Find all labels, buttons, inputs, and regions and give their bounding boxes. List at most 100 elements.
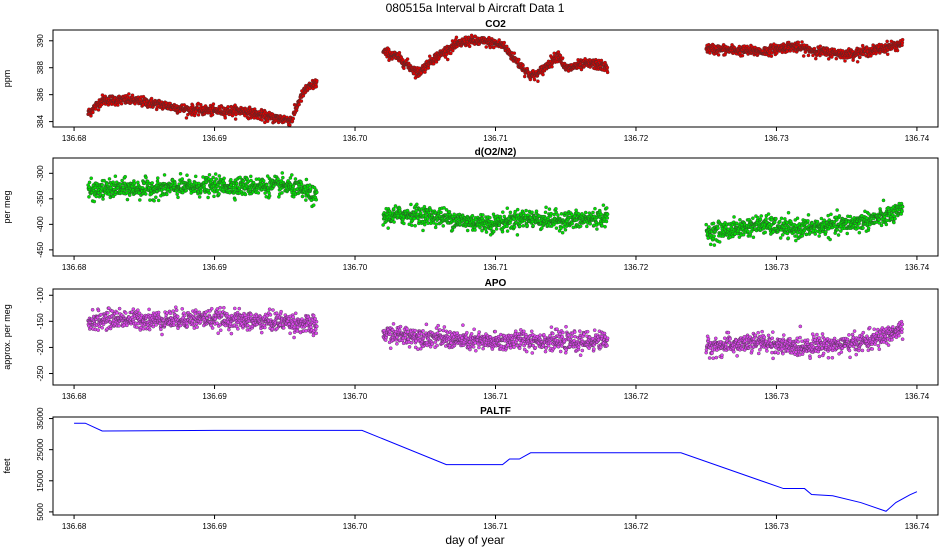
data-point-d-o2-n2 [178, 172, 183, 176]
data-point-d-o2-n2 [822, 218, 826, 222]
data-point-d-o2-n2 [87, 180, 92, 185]
data-point-d-o2-n2 [215, 188, 220, 193]
data-point-co2 [91, 110, 95, 115]
data-point-co2 [885, 39, 889, 44]
data-point-d-o2-n2 [107, 177, 112, 181]
data-point-d-o2-n2 [176, 195, 180, 200]
data-point-d-o2-n2 [835, 208, 839, 212]
data-point-d-o2-n2 [410, 223, 414, 228]
data-point-d-o2-n2 [217, 174, 222, 178]
data-point-co2 [814, 56, 818, 61]
data-point-d-o2-n2 [779, 216, 784, 221]
data-point-co2 [431, 61, 436, 66]
data-point-d-o2-n2 [543, 210, 548, 215]
data-point-co2 [843, 59, 847, 63]
x-tick-label-co2: 136.68 [62, 134, 87, 143]
data-point-d-o2-n2 [530, 210, 534, 215]
data-point-d-o2-n2 [87, 195, 91, 199]
data-point-apo [147, 327, 152, 332]
data-point-d-o2-n2 [900, 204, 905, 209]
data-point-apo [117, 306, 122, 311]
x-tick-label-apo: 136.70 [343, 392, 368, 401]
data-point-co2 [769, 54, 774, 58]
data-point-co2 [834, 56, 839, 61]
y-tick-label-apo: -150 [36, 313, 45, 330]
x-tick-label-apo: 136.73 [764, 392, 789, 401]
data-point-d-o2-n2 [835, 228, 840, 232]
x-tick-label-apo: 136.72 [624, 392, 649, 401]
data-point-co2 [211, 102, 216, 106]
data-point-apo [141, 327, 146, 331]
data-point-co2 [522, 74, 527, 79]
data-point-d-o2-n2 [599, 212, 603, 217]
data-point-d-o2-n2 [484, 230, 489, 234]
data-point-co2 [812, 46, 817, 51]
data-point-d-o2-n2 [501, 210, 505, 214]
data-point-d-o2-n2 [206, 195, 210, 200]
data-point-d-o2-n2 [524, 208, 528, 213]
data-point-d-o2-n2 [392, 220, 396, 224]
data-point-d-o2-n2 [214, 177, 219, 181]
y-tick-label-co2: 386 [36, 87, 45, 101]
data-point-d-o2-n2 [828, 237, 832, 242]
data-point-co2 [449, 51, 453, 56]
data-point-d-o2-n2 [554, 226, 559, 230]
data-point-d-o2-n2 [600, 223, 604, 228]
x-tick-label-d-o2-n2: 136.74 [905, 263, 930, 272]
data-point-apo [106, 311, 110, 315]
data-point-d-o2-n2 [559, 212, 564, 216]
data-point-d-o2-n2 [763, 230, 767, 235]
data-point-d-o2-n2 [409, 202, 413, 207]
data-point-apo [115, 311, 119, 315]
data-point-d-o2-n2 [837, 214, 842, 218]
data-point-co2 [226, 105, 230, 109]
data-point-d-o2-n2 [299, 182, 304, 187]
data-point-d-o2-n2 [267, 194, 272, 198]
data-point-d-o2-n2 [751, 216, 755, 220]
data-point-d-o2-n2 [866, 226, 871, 231]
y-tick-label-d-o2-n2: -350 [36, 190, 45, 207]
data-point-d-o2-n2 [778, 236, 783, 240]
data-point-d-o2-n2 [595, 227, 599, 231]
data-point-d-o2-n2 [570, 221, 574, 226]
data-point-d-o2-n2 [211, 175, 215, 180]
data-point-d-o2-n2 [434, 222, 438, 226]
data-point-d-o2-n2 [243, 192, 248, 197]
data-point-d-o2-n2 [593, 206, 597, 211]
data-point-d-o2-n2 [585, 224, 589, 229]
data-point-d-o2-n2 [184, 188, 188, 193]
data-point-apo [96, 308, 101, 313]
data-point-d-o2-n2 [494, 227, 499, 231]
data-point-d-o2-n2 [492, 229, 496, 234]
data-point-co2 [800, 40, 804, 44]
data-point-d-o2-n2 [704, 222, 708, 227]
data-point-co2 [521, 63, 525, 68]
data-point-co2 [492, 45, 496, 50]
data-point-co2 [858, 55, 862, 60]
figure-title: 080515a Interval b Aircraft Data 1 [386, 1, 565, 15]
data-point-d-o2-n2 [892, 220, 896, 225]
data-point-d-o2-n2 [759, 214, 764, 218]
data-point-d-o2-n2 [421, 228, 425, 233]
data-point-apo [156, 310, 161, 315]
data-apo [86, 305, 905, 361]
data-point-d-o2-n2 [217, 192, 221, 196]
panel-title-co2: CO2 [485, 19, 506, 30]
data-point-d-o2-n2 [774, 216, 778, 221]
data-point-co2 [900, 37, 905, 42]
data-point-d-o2-n2 [441, 224, 446, 228]
data-point-d-o2-n2 [583, 210, 588, 215]
data-point-d-o2-n2 [488, 215, 492, 220]
data-point-co2 [541, 72, 545, 77]
data-point-co2 [315, 78, 319, 83]
data-point-d-o2-n2 [197, 195, 202, 199]
data-point-co2 [467, 44, 472, 49]
data-point-d-o2-n2 [500, 229, 505, 234]
data-point-d-o2-n2 [92, 199, 97, 204]
data-point-apo [136, 308, 140, 312]
data-point-co2 [558, 53, 563, 58]
data-point-d-o2-n2 [848, 214, 853, 219]
data-point-apo [134, 325, 139, 329]
